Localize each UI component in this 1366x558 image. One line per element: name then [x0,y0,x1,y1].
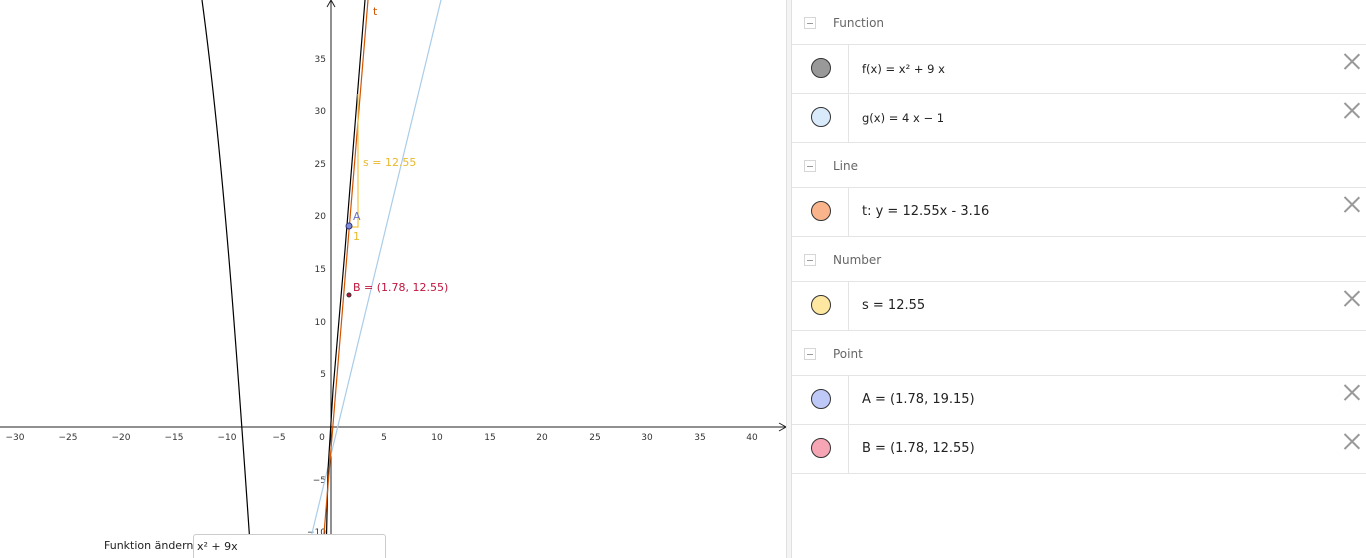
collapse-icon[interactable] [804,254,816,266]
y-tick-labels: 35 30 25 20 15 10 5 −5 −10 [307,55,326,538]
visibility-cell [792,376,849,424]
x-tick-label: 5 [381,433,387,443]
algebra-expression[interactable]: t: y = 12.55x - 3.16 [862,204,990,219]
group-title: Function [833,16,885,30]
x-tick-label: 30 [641,433,653,443]
point-A[interactable] [345,222,353,230]
slope-triangle [350,94,359,228]
collapse-icon[interactable] [804,160,816,172]
algebra-expression[interactable]: B = (1.78, 12.55) [862,441,975,456]
group-title: Number [833,253,882,267]
group-header-function: Function [792,0,1366,45]
visibility-cell [792,282,849,330]
y-tick-label: 25 [315,160,326,170]
x-tick-label: 40 [746,433,758,443]
visibility-toggle-icon[interactable] [811,201,831,221]
visibility-toggle-icon[interactable] [811,389,831,409]
visibility-toggle-icon[interactable] [811,295,831,315]
line-g[interactable] [305,0,442,558]
label-one: 1 [353,230,360,243]
x-tick-label: 35 [694,433,705,443]
label-s: s = 12.55 [363,156,416,169]
y-axis-arrow [326,0,336,8]
algebra-view: Function f(x) = x² + 9 x g(x) = 4 x − 1 Lin… [792,0,1366,558]
graphics-view[interactable]: −30 −25 −20 −15 −10 −5 0 5 10 15 20 25 30 35 40 35 30 25… [0,0,786,558]
point-B[interactable] [346,292,352,298]
x-tick-label: 25 [589,433,600,443]
label-B: B = (1.78, 12.55) [353,281,448,294]
algebra-item[interactable]: t: y = 12.55x - 3.16 [792,188,1366,237]
visibility-cell [792,188,849,236]
visibility-cell [792,94,849,142]
x-tick-label: −30 [6,433,25,443]
x-tick-labels: −30 −25 −20 −15 −10 −5 0 5 10 15 20 25 30 35 40 [6,433,758,443]
delete-icon[interactable] [1343,102,1360,119]
visibility-cell [792,425,849,473]
x-tick-label: −5 [272,433,285,443]
visibility-cell [792,45,849,93]
label-A: A [353,210,361,223]
algebra-item[interactable]: f(x) = x² + 9 x [792,45,1366,94]
x-tick-label: −25 [59,433,78,443]
group-header-number: Number [792,237,1366,282]
y-tick-label: 35 [315,55,326,65]
y-tick-label: 15 [315,265,326,275]
algebra-expression[interactable]: A = (1.78, 19.15) [862,392,975,407]
group-title: Line [833,159,859,173]
x-tick-label: 0 [319,433,325,443]
visibility-toggle-icon[interactable] [811,107,831,127]
group-title: Point [833,347,863,361]
label-t: t [373,5,378,18]
x-tick-label: −10 [218,433,237,443]
view-divider[interactable] [786,0,792,558]
collapse-icon[interactable] [804,17,816,29]
algebra-expression[interactable]: g(x) = 4 x − 1 [862,111,945,125]
delete-icon[interactable] [1343,384,1360,401]
delete-icon[interactable] [1343,196,1360,213]
delete-icon[interactable] [1343,53,1360,70]
collapse-icon[interactable] [804,348,816,360]
x-tick-label: −20 [112,433,131,443]
group-header-point: Point [792,331,1366,376]
input-label: Funktion ändern [104,539,194,552]
tangent-line-t[interactable] [321,0,369,558]
delete-icon[interactable] [1343,290,1360,307]
coordinate-plane[interactable]: −30 −25 −20 −15 −10 −5 0 5 10 15 20 25 30 35 40 353025… [0,0,786,558]
algebra-item[interactable]: A = (1.78, 19.15) [792,376,1366,425]
algebra-expression[interactable]: s = 12.55 [862,298,926,313]
algebra-item[interactable]: s = 12.55 [792,282,1366,331]
algebra-item[interactable]: B = (1.78, 12.55) [792,425,1366,474]
algebra-expression[interactable]: f(x) = x² + 9 x [862,62,945,76]
algebra-item[interactable]: g(x) = 4 x − 1 [792,94,1366,143]
y-tick-label: −5 [313,476,326,486]
y-tick-label: 10 [315,318,327,328]
x-axis-arrow [778,422,786,432]
curve-f[interactable] [201,0,252,558]
x-tick-label: 10 [431,433,443,443]
visibility-toggle-icon[interactable] [811,58,831,78]
y-tick-label: 5 [320,370,326,380]
y-tick-label: −10 [307,528,326,538]
x-tick-label: 15 [484,433,495,443]
function-input[interactable]: x² + 9x [193,534,386,558]
y-tick-label: 30 [315,107,327,117]
delete-icon[interactable] [1343,433,1360,450]
y-tick-label: 20 [315,212,327,222]
visibility-toggle-icon[interactable] [811,438,831,458]
group-header-line: Line [792,143,1366,188]
x-tick-label: −15 [165,433,184,443]
x-tick-label: 20 [536,433,548,443]
